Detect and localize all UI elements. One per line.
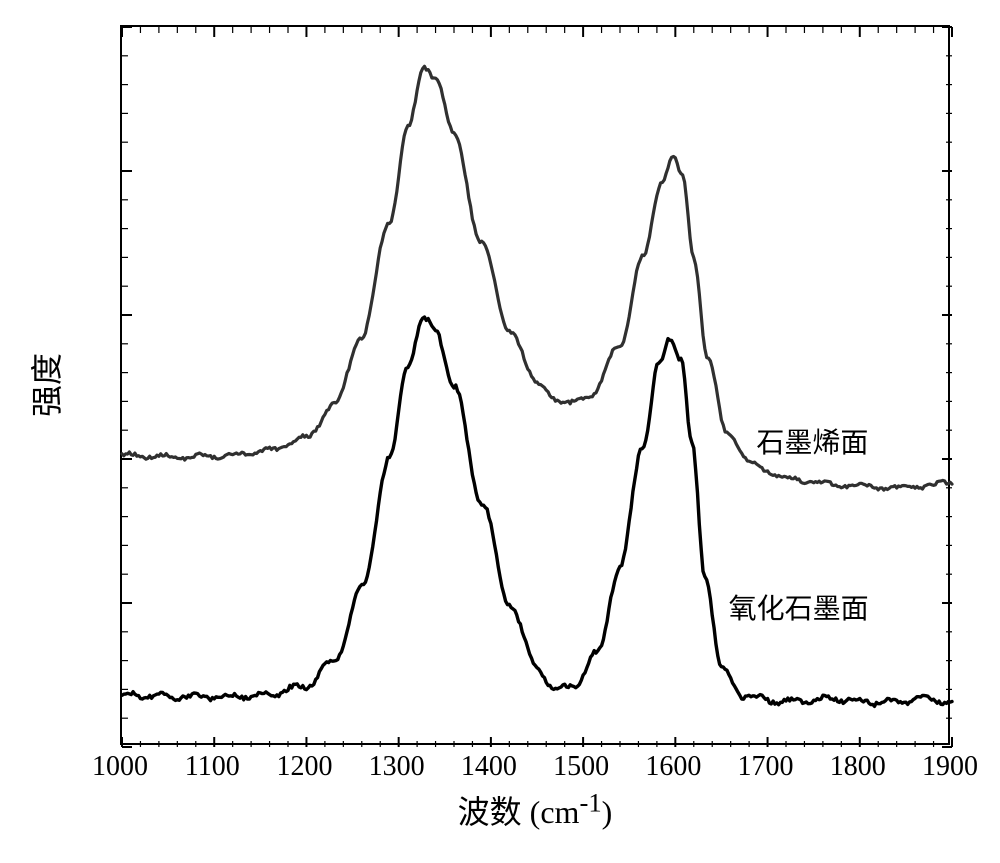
x-axis-label-sup: -1 xyxy=(579,787,601,817)
series-graphite-oxide-side xyxy=(122,317,952,706)
x-tick-label: 1700 xyxy=(738,751,794,783)
x-tick-label: 1200 xyxy=(276,751,332,783)
x-axis-label-suffix: ) xyxy=(602,794,613,830)
x-tick-label: 1100 xyxy=(185,751,240,783)
data-svg xyxy=(122,27,952,747)
x-tick-label: 1600 xyxy=(645,751,701,783)
x-axis-label: 波数 (cm-1) xyxy=(458,787,613,833)
y-axis-label: 强度 xyxy=(22,353,68,417)
x-tick-label: 1000 xyxy=(92,751,148,783)
plot-area xyxy=(120,25,950,745)
x-tick-label: 1800 xyxy=(830,751,886,783)
chart-container: 强度 波数 (cm-1) 1000 1100 1200 1300 1400 1500 160… xyxy=(0,0,1000,863)
x-tick-label: 1300 xyxy=(369,751,425,783)
x-tick-label: 1400 xyxy=(461,751,517,783)
y-axis-label-text: 强度 xyxy=(29,353,65,417)
series-label-graphite-oxide-side: 氧化石墨面 xyxy=(729,587,869,627)
x-tick-label: 1500 xyxy=(553,751,609,783)
x-tick-label: 1900 xyxy=(922,751,978,783)
x-axis-label-prefix: 波数 (cm xyxy=(458,794,580,830)
series-label-graphene-side: 石墨烯面 xyxy=(756,421,868,461)
